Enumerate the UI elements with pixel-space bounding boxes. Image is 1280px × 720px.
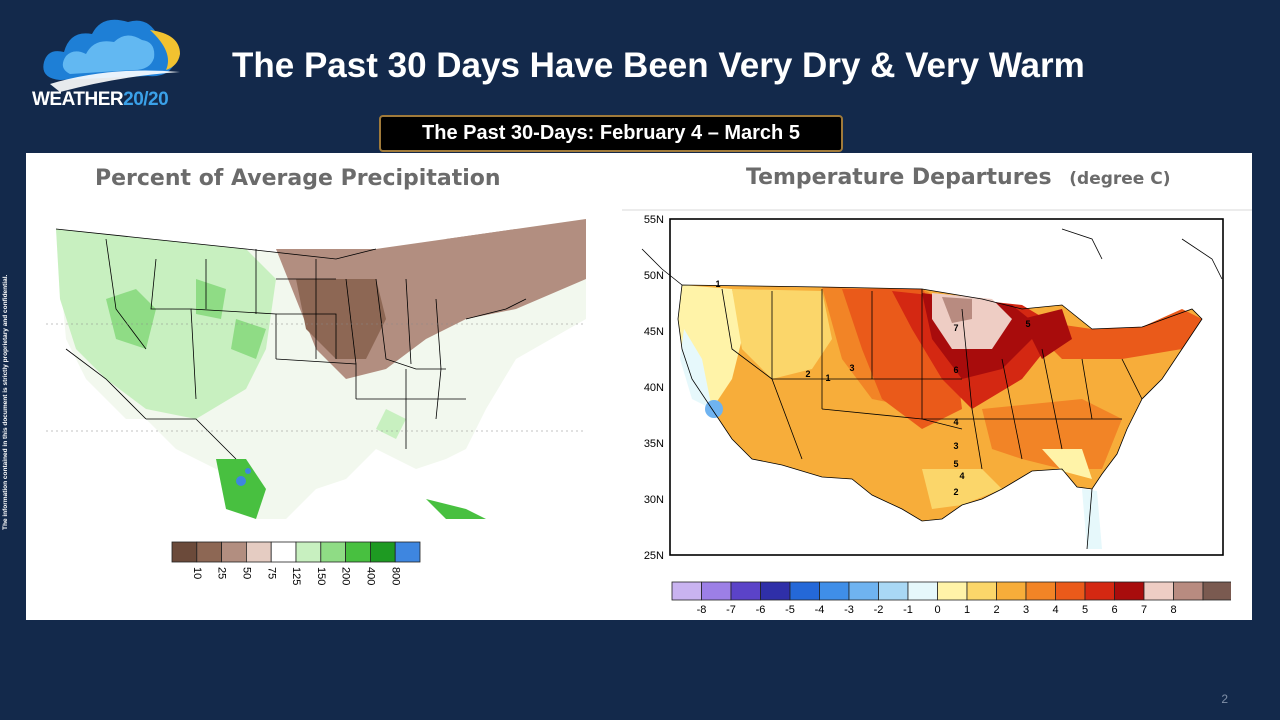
- temp-legend-swatch: [966, 581, 997, 601]
- temp-map: 55N 50N 45N 40N 35N 30N 25N 120W 110W 100W 90W 80W…: [622, 209, 1252, 563]
- temp-legend-label: -8: [697, 604, 707, 616]
- temp-legend-label: -3: [844, 604, 854, 616]
- temp-lon-label: 100W: [889, 562, 918, 563]
- precip-legend-swatch: [270, 541, 297, 563]
- temp-lat-label: 25N: [644, 550, 664, 562]
- precip-map-title: Percent of Average Precipitation: [95, 166, 501, 191]
- temp-contour-label: 6: [953, 365, 958, 375]
- precip-legend: 10 25 50 75 125 150 200 400 800: [171, 541, 421, 585]
- temp-legend-label: -6: [756, 604, 766, 616]
- temp-legend-label: 2: [993, 604, 999, 616]
- temp-contour-label: 2: [805, 369, 810, 379]
- maps-panel: Percent of Average Precipitation Tempera…: [26, 153, 1252, 620]
- temp-legend-label: 8: [1170, 604, 1176, 616]
- temp-contour-label: 7: [953, 323, 958, 333]
- temp-lat-label: 35N: [644, 438, 664, 450]
- logo-wordmark: WEATHER20/20: [32, 89, 169, 110]
- precip-legend-swatch: [320, 541, 347, 563]
- temp-legend-label: 5: [1082, 604, 1088, 616]
- temp-legend-swatch: [1025, 581, 1056, 601]
- temp-lat-label: 30N: [644, 494, 664, 506]
- temp-legend-swatch: [996, 581, 1027, 601]
- slide-title: The Past 30 Days Have Been Very Dry & Ve…: [232, 46, 1085, 85]
- temp-legend-swatch: [760, 581, 791, 601]
- precip-legend-label: 400: [364, 567, 376, 585]
- precip-legend-label: 800: [389, 567, 401, 585]
- precip-legend-label: 125: [290, 567, 302, 585]
- temp-contour-label: 2: [953, 487, 958, 497]
- temp-contour-label: 1: [825, 373, 830, 383]
- temp-contour-label: 5: [1025, 319, 1030, 329]
- precip-legend-swatch: [369, 541, 396, 563]
- temp-legend-label: 4: [1052, 604, 1058, 616]
- temp-lat-label: 50N: [644, 270, 664, 282]
- temp-legend-swatch: [1173, 581, 1204, 601]
- temp-legend-swatch: [671, 581, 702, 601]
- temp-legend-swatch: [789, 581, 820, 601]
- temp-legend-label: -1: [903, 604, 913, 616]
- temp-lat-label: 45N: [644, 326, 664, 338]
- temp-legend-swatch: [730, 581, 761, 601]
- temp-legend-swatch: [819, 581, 850, 601]
- temp-contour-label: 4: [959, 471, 964, 481]
- precip-map: [46, 219, 586, 535]
- date-range-box: The Past 30-Days: February 4 – March 5: [379, 115, 843, 152]
- temp-legend-swatch: [1084, 581, 1115, 601]
- precip-legend-label: 25: [216, 567, 228, 579]
- precip-legend-label: 10: [191, 567, 203, 579]
- temp-legend-swatch: [1202, 581, 1231, 601]
- temp-contour-label: 1: [715, 279, 720, 289]
- temp-legend-swatch: [937, 581, 968, 601]
- temp-lon-label: 80W: [1075, 562, 1098, 563]
- page-number: 2: [1221, 692, 1228, 706]
- temp-contour-label: 3: [849, 363, 854, 373]
- temp-legend-swatch: [1143, 581, 1174, 601]
- temp-legend-swatch: [848, 581, 879, 601]
- precip-legend-label: 200: [340, 567, 352, 585]
- temp-legend-swatch: [1055, 581, 1086, 601]
- precip-legend-swatch: [295, 541, 322, 563]
- temp-map-title: Temperature Departures (degree C): [746, 165, 1171, 190]
- precip-legend-label: 75: [265, 567, 277, 579]
- weather2020-logo: [43, 19, 180, 92]
- precip-legend-swatch: [171, 541, 198, 563]
- precip-legend-swatch: [345, 541, 371, 563]
- temp-unit: (degree C): [1069, 169, 1171, 189]
- temp-legend-label: -5: [785, 604, 795, 616]
- temp-lat-label: 40N: [644, 382, 664, 394]
- temp-legend-label: 1: [964, 604, 970, 616]
- temp-lon-label: 120W: [705, 562, 734, 563]
- temp-legend-label: -7: [726, 604, 736, 616]
- temp-legend-swatch: [701, 581, 732, 601]
- temp-contour-label: 3: [953, 441, 958, 451]
- temp-contour-label: 5: [953, 459, 958, 469]
- temp-legend-label: 3: [1023, 604, 1029, 616]
- temp-legend-swatch: [907, 581, 938, 601]
- temp-legend-label: -2: [874, 604, 884, 616]
- temp-legend: -8 -7 -6 -5 -4 -3 -2 -1 0 1 2 3 4 5 6 7 8: [671, 581, 1231, 616]
- temp-lon-label: 110W: [797, 562, 826, 563]
- temp-legend-label: 7: [1141, 604, 1147, 616]
- temp-legend-label: 0: [934, 604, 940, 616]
- temp-legend-swatch: [1114, 581, 1145, 601]
- precip-legend-label: 150: [315, 567, 327, 585]
- precip-legend-swatch: [246, 541, 272, 563]
- temp-contour-label: 4: [953, 417, 958, 427]
- temp-legend-label: 6: [1111, 604, 1117, 616]
- temp-lon-label: 70W: [1168, 562, 1191, 563]
- temp-lon-label: 90W: [983, 562, 1006, 563]
- precip-legend-swatch: [394, 541, 421, 563]
- confidentiality-note: The information contained in this docume…: [2, 274, 9, 530]
- temp-legend-label: -4: [815, 604, 825, 616]
- temp-lat-label: 55N: [644, 214, 664, 226]
- precip-legend-swatch: [221, 541, 247, 563]
- precip-legend-label: 50: [240, 567, 252, 579]
- temp-legend-swatch: [878, 581, 909, 601]
- precip-legend-swatch: [196, 541, 222, 563]
